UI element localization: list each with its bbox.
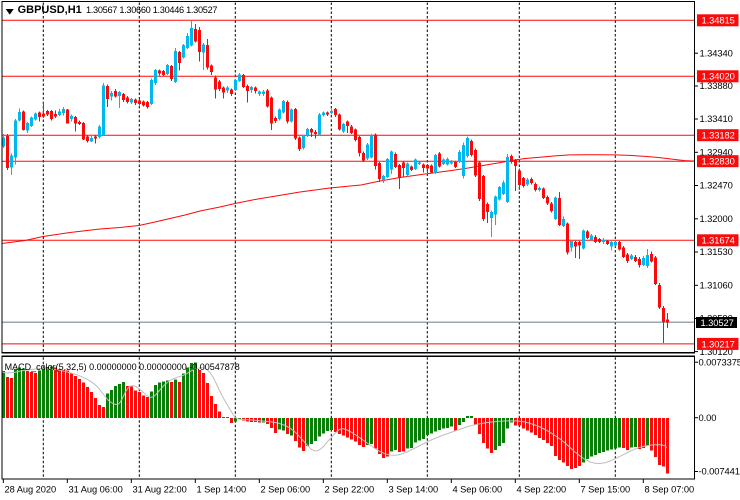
svg-text:0.00: 0.00 [699,412,717,423]
svg-text:1.33410: 1.33410 [700,113,733,124]
svg-text:8 Sep 07:00: 8 Sep 07:00 [645,484,695,494]
svg-text:1.30120: 1.30120 [700,346,733,357]
svg-text:1.31060: 1.31060 [700,280,733,291]
svg-text:GBPUSD,H1: GBPUSD,H1 [18,4,82,16]
svg-text:1.30567 1.30660 1.30446 1.3052: 1.30567 1.30660 1.30446 1.30527 [86,5,217,15]
svg-text:1.32470: 1.32470 [700,180,733,191]
svg-text:1.31530: 1.31530 [700,246,733,257]
svg-text:4 Sep 06:00: 4 Sep 06:00 [453,484,503,494]
svg-text:31 Aug 06:00: 31 Aug 06:00 [69,484,123,494]
svg-text:-0.0074417: -0.0074417 [699,466,740,477]
svg-text:1 Sep 14:00: 1 Sep 14:00 [197,484,247,494]
svg-text:1.32000: 1.32000 [700,213,733,224]
svg-text:2 Sep 06:00: 2 Sep 06:00 [261,484,311,494]
svg-text:1.34815: 1.34815 [702,15,735,26]
svg-text:28 Aug 2020: 28 Aug 2020 [5,484,57,494]
svg-text:1.34020: 1.34020 [702,71,735,82]
svg-text:7 Sep 15:00: 7 Sep 15:00 [581,484,631,494]
svg-text:1.30527: 1.30527 [701,317,734,328]
svg-text:0.0073375: 0.0073375 [699,356,740,367]
svg-text:1.32940: 1.32940 [700,147,733,158]
svg-text:3 Sep 14:00: 3 Sep 14:00 [389,484,439,494]
svg-text:1.32830: 1.32830 [702,156,735,167]
svg-text:1.33182: 1.33182 [702,130,735,141]
svg-text:1.34340: 1.34340 [700,47,733,58]
svg-text:1.31674: 1.31674 [702,235,735,246]
svg-text:1.30217: 1.30217 [702,338,735,349]
svg-text:2 Sep 22:00: 2 Sep 22:00 [325,484,375,494]
svg-text:4 Sep 22:00: 4 Sep 22:00 [517,484,567,494]
svg-text:31 Aug 22:00: 31 Aug 22:00 [133,484,187,494]
svg-text:MACD_color(5,32,5) 0.00000000: MACD_color(5,32,5) 0.00000000 0.00000000… [5,362,240,372]
svg-text:1.33880: 1.33880 [700,80,733,91]
